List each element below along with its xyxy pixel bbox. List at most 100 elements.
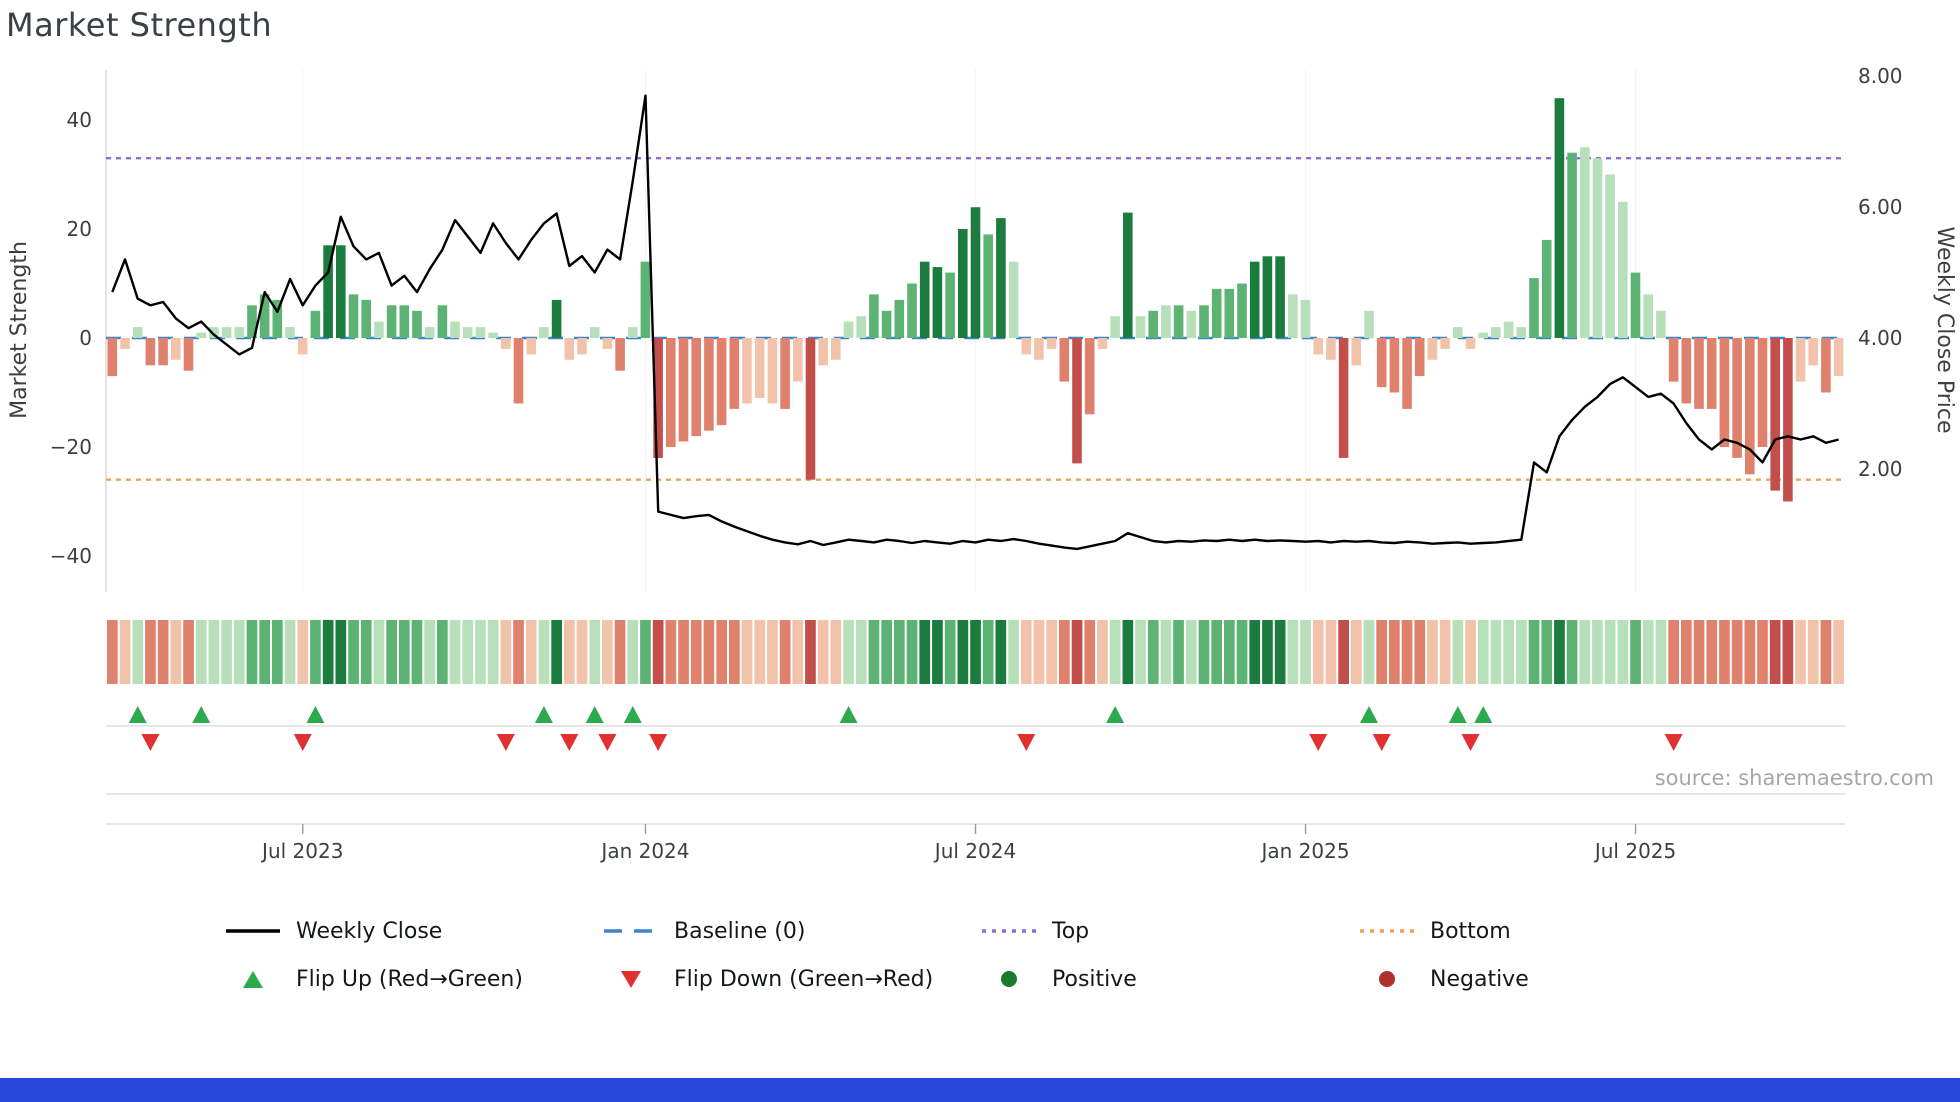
heatmap-cell xyxy=(1401,620,1413,684)
heatmap-cell xyxy=(525,620,537,684)
heatmap-cell xyxy=(805,620,816,684)
strength-bar xyxy=(234,327,245,338)
heatmap-cell xyxy=(1795,620,1806,684)
heatmap-cell xyxy=(792,620,804,684)
heatmap-cell xyxy=(170,620,182,684)
legend-label: Flip Down (Green→Red) xyxy=(674,966,934,992)
heatmap-cell xyxy=(1262,620,1273,684)
heatmap-cell xyxy=(1376,620,1387,684)
strength-bar xyxy=(1567,152,1577,338)
heatmap-cell xyxy=(1287,620,1299,684)
strength-bar xyxy=(1833,338,1844,377)
strength-bar xyxy=(272,299,283,338)
flip-down-marker xyxy=(1309,734,1328,751)
strength-bar xyxy=(945,272,955,338)
heatmap-cell xyxy=(855,620,867,684)
strength-bar xyxy=(678,338,689,442)
strength-bar xyxy=(1491,327,1501,338)
flip-up-triangle-icon xyxy=(224,970,282,988)
legend-item-top: Top xyxy=(980,912,1358,950)
heatmap-cell xyxy=(1300,620,1311,684)
strength-bar xyxy=(171,338,181,360)
legend-item-positive: Positive xyxy=(980,960,1358,998)
strength-bar xyxy=(1681,338,1692,404)
heatmap-cell xyxy=(1617,620,1629,684)
x-axis-tick-label: Jul 2023 xyxy=(260,839,343,863)
strength-bar xyxy=(1376,338,1387,388)
heatmap-cell xyxy=(1071,620,1083,684)
strength-bar xyxy=(1110,316,1120,338)
strength-bar xyxy=(564,338,575,360)
heatmap-cell xyxy=(348,620,359,684)
strength-bar xyxy=(221,327,232,338)
strength-bar xyxy=(1694,338,1704,409)
heatmap-cell xyxy=(500,620,512,684)
strength-bar xyxy=(348,294,359,338)
strength-bar xyxy=(539,327,549,338)
heatmap-cell xyxy=(1706,620,1718,684)
strength-bar xyxy=(297,338,308,355)
heatmap-cell xyxy=(233,620,245,684)
flip-down-marker xyxy=(496,734,515,751)
strength-bar xyxy=(1211,288,1222,338)
heatmap-cell xyxy=(462,620,474,684)
heatmap-cell xyxy=(208,620,220,684)
strength-bar xyxy=(1668,338,1679,382)
heatmap-cell xyxy=(1642,620,1654,684)
heatmap-cell xyxy=(1655,620,1667,684)
legend-item-bottom: Bottom xyxy=(1358,912,1736,950)
heatmap-cell xyxy=(1757,620,1768,684)
heatmap-cell xyxy=(1122,620,1134,684)
heatmap-cell xyxy=(1427,620,1438,684)
heatmap-cell xyxy=(754,620,766,684)
heatmap-cell xyxy=(1566,620,1578,684)
heatmap-cell xyxy=(1185,620,1197,684)
strength-bar xyxy=(1046,338,1057,349)
heatmap-cell xyxy=(906,620,918,684)
flip-down-marker xyxy=(649,734,668,751)
strength-bar xyxy=(1618,201,1628,339)
strength-bar xyxy=(1338,338,1349,458)
heatmap-cell xyxy=(157,620,169,684)
strength-bar xyxy=(1364,310,1374,339)
strength-bar xyxy=(1224,288,1235,338)
strength-bar xyxy=(501,338,511,349)
heatmap-cell xyxy=(1731,620,1743,684)
flip-down-marker xyxy=(560,734,579,751)
strength-bar xyxy=(1605,174,1615,338)
strength-bar xyxy=(1453,327,1463,338)
strength-bar xyxy=(462,327,473,338)
strength-bar xyxy=(1326,338,1336,360)
legend-item-flip-up: Flip Up (Red→Green) xyxy=(224,960,602,998)
heatmap-cell xyxy=(944,620,956,684)
heatmap-cell xyxy=(1668,620,1679,684)
strength-bar xyxy=(1427,338,1438,360)
strength-bar xyxy=(1757,338,1768,447)
heatmap-cell xyxy=(259,620,270,684)
strength-bar xyxy=(805,338,816,480)
strength-bar xyxy=(1554,98,1565,338)
strength-bar xyxy=(1034,338,1044,360)
heatmap-cell xyxy=(132,620,144,684)
heatmap-cell xyxy=(868,620,880,684)
strength-bar xyxy=(1021,338,1032,355)
heatmap-cell xyxy=(995,620,1007,684)
heatmap-cell xyxy=(1452,620,1464,684)
heatmap-cell xyxy=(1630,620,1641,684)
strength-bar xyxy=(602,338,613,349)
flip-up-marker xyxy=(306,706,325,723)
x-axis-tick-label: Jan 2025 xyxy=(1259,839,1349,863)
strength-bar xyxy=(615,338,625,371)
heatmap-cell xyxy=(589,620,601,684)
bottom-blue-bar xyxy=(0,1078,1960,1102)
heatmap-cell xyxy=(1008,620,1019,684)
right-axis-tick-label: 8.00 xyxy=(1858,64,1903,88)
strength-bar xyxy=(412,310,422,339)
heatmap-cell xyxy=(703,620,715,684)
flip-down-marker xyxy=(1017,734,1036,751)
heatmap-cell xyxy=(982,620,994,684)
heatmap-cell xyxy=(360,620,372,684)
heatmap-cell xyxy=(1363,620,1375,684)
strength-bar xyxy=(640,261,651,338)
strength-bar xyxy=(894,299,905,338)
